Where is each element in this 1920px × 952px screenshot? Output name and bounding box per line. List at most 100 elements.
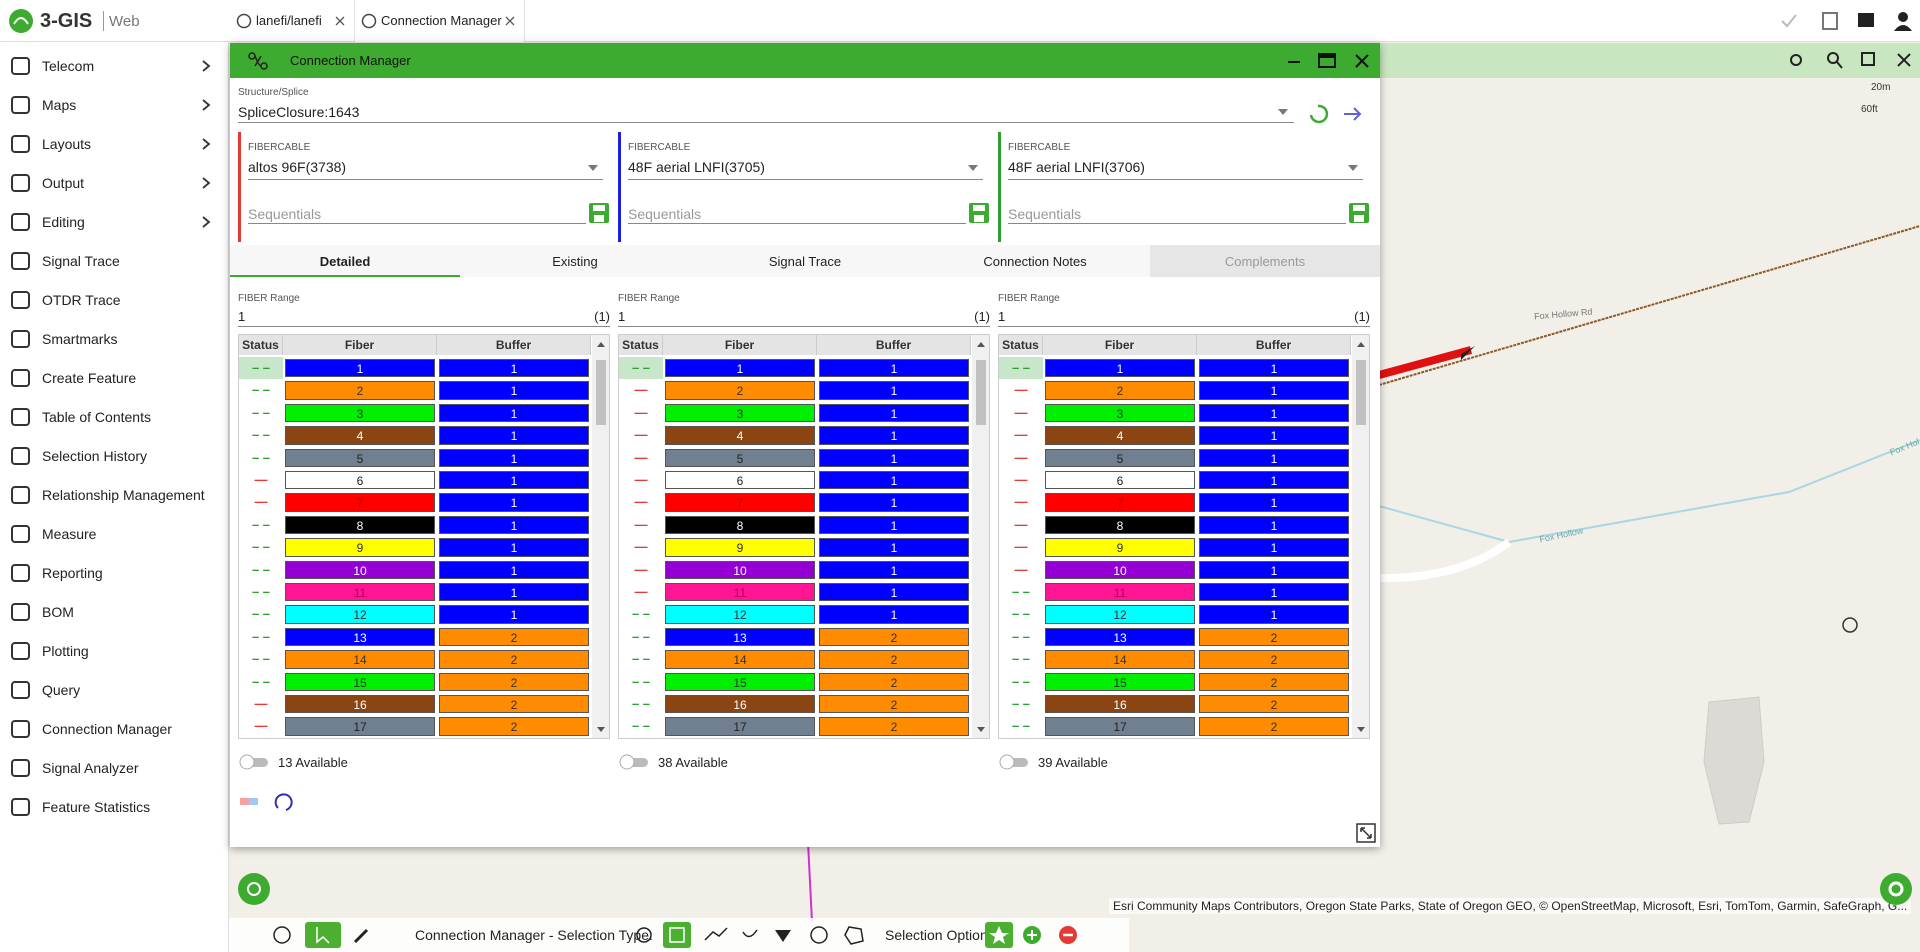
fiber-cell[interactable]: 5 [665,448,815,467]
status-cell[interactable]: – – [631,606,651,622]
fiber-cell[interactable]: 5 [285,448,435,467]
buffer-cell[interactable]: 1 [439,471,589,490]
fiber-cell[interactable]: 6 [665,471,815,490]
fiber-cell[interactable]: 12 [285,605,435,624]
panel-actions[interactable] [238,790,298,814]
buffer-cell[interactable]: 1 [439,538,589,557]
sidebar-item[interactable]: Selection History [0,438,229,474]
status-cell[interactable]: – – [1011,718,1031,734]
buffer-cell[interactable]: 1 [1199,560,1349,579]
buffer-cell[interactable]: 1 [439,515,589,535]
fiber-cell[interactable]: 8 [665,515,815,535]
settings-button[interactable] [1879,872,1913,906]
buffer-cell[interactable]: 1 [1199,493,1349,512]
buffer-cell[interactable]: 1 [1199,359,1349,378]
status-cell[interactable]: — [634,472,648,487]
status-cell[interactable]: – – [251,606,271,622]
buffer-cell[interactable]: 1 [819,403,969,423]
status-cell[interactable]: — [1014,404,1028,420]
buffer-cell[interactable]: 1 [819,515,969,535]
fiber-cell[interactable]: 11 [665,583,815,602]
buffer-cell[interactable]: 1 [1199,426,1349,445]
status-cell[interactable]: — [254,718,268,734]
fiber-cell[interactable]: 3 [665,403,815,423]
status-cell[interactable]: – – [251,584,271,599]
status-cell[interactable]: — [634,561,648,577]
cable-select[interactable]: altos 96F(3738) [248,156,603,180]
sequentials-input[interactable]: Sequentials [628,200,966,224]
status-cell[interactable]: – – [251,449,271,465]
buffer-cell[interactable]: 1 [819,426,969,445]
structure-select[interactable]: SpliceClosure:1643 [238,101,1294,123]
fiber-cell[interactable]: 15 [1045,672,1195,691]
fiber-cell[interactable]: 17 [1045,717,1195,736]
sidebar-item[interactable]: Maps [0,87,229,123]
status-cell[interactable]: – – [239,357,283,380]
status-cell[interactable]: – – [251,673,271,689]
buffer-cell[interactable]: 1 [439,448,589,467]
fiber-cell[interactable]: 7 [665,493,815,512]
status-cell[interactable]: — [634,516,648,532]
fiber-cell[interactable]: 16 [285,695,435,714]
buffer-cell[interactable]: 1 [1199,583,1349,602]
sequentials-input[interactable]: Sequentials [1008,200,1346,224]
buffer-cell[interactable]: 1 [819,583,969,602]
selection-option-icons[interactable] [985,922,1085,948]
buffer-cell[interactable]: 1 [819,538,969,557]
dialog-window-buttons[interactable] [1282,50,1374,72]
fiber-cell[interactable]: 7 [285,493,435,512]
status-cell[interactable]: – – [1011,628,1031,644]
cable-select[interactable]: 48F aerial LNFI(3705) [628,156,983,180]
sidebar-item[interactable]: Create Feature [0,360,229,396]
buffer-cell[interactable]: 2 [1199,672,1349,691]
status-cell[interactable]: — [1014,516,1028,532]
tab-close[interactable] [505,16,515,26]
fiber-cell[interactable]: 8 [1045,515,1195,535]
status-cell[interactable]: – – [631,628,651,644]
fiber-cell[interactable]: 12 [1045,605,1195,624]
sidebar-item[interactable]: Telecom [0,48,229,84]
status-cell[interactable]: — [254,696,268,711]
subtab[interactable]: Connection Notes [920,245,1150,277]
available-toggle[interactable]: 38 Available [618,751,818,773]
status-cell[interactable]: – – [251,382,271,398]
status-cell[interactable]: — [1014,449,1028,465]
sidebar-item[interactable]: Editing [0,204,229,240]
status-cell[interactable]: — [1014,561,1028,577]
buffer-cell[interactable]: 1 [1199,605,1349,624]
buffer-cell[interactable]: 1 [439,426,589,445]
browser-tab[interactable]: lanefi/lanefi [230,0,355,42]
buffer-cell[interactable]: 2 [1199,650,1349,669]
fiber-cell[interactable]: 7 [1045,493,1195,512]
buffer-cell[interactable]: 2 [1199,695,1349,714]
status-cell[interactable]: — [1014,472,1028,487]
fiber-cell[interactable]: 14 [665,650,815,669]
buffer-cell[interactable]: 1 [1199,471,1349,490]
fiber-cell[interactable]: 15 [285,672,435,691]
fiber-cell[interactable]: 5 [1045,448,1195,467]
resize-button[interactable] [1356,823,1376,843]
sidebar-item[interactable]: Feature Statistics [0,789,229,825]
fiber-cell[interactable]: 14 [1045,650,1195,669]
status-cell[interactable]: – – [251,539,271,555]
fiber-cell[interactable]: 16 [1045,695,1195,714]
status-cell[interactable]: – – [631,673,651,689]
status-cell[interactable]: – – [251,651,271,667]
status-cell[interactable]: — [634,382,648,398]
buffer-cell[interactable]: 2 [1199,717,1349,736]
locate-button[interactable] [237,872,271,906]
status-cell[interactable]: – – [1011,606,1031,622]
status-cell[interactable]: — [634,584,648,599]
buffer-cell[interactable]: 1 [819,493,969,512]
structure-actions[interactable] [1308,103,1368,125]
fiber-cell[interactable]: 3 [1045,403,1195,423]
status-cell[interactable]: — [1014,427,1028,443]
status-cell[interactable]: – – [999,357,1043,380]
fiber-cell[interactable]: 14 [285,650,435,669]
buffer-cell[interactable]: 1 [1199,381,1349,400]
buffer-cell[interactable]: 1 [439,560,589,579]
buffer-cell[interactable]: 1 [439,359,589,378]
fiber-cell[interactable]: 11 [1045,583,1195,602]
subtab[interactable]: Existing [460,245,690,277]
sidebar-item[interactable]: BOM [0,594,229,630]
